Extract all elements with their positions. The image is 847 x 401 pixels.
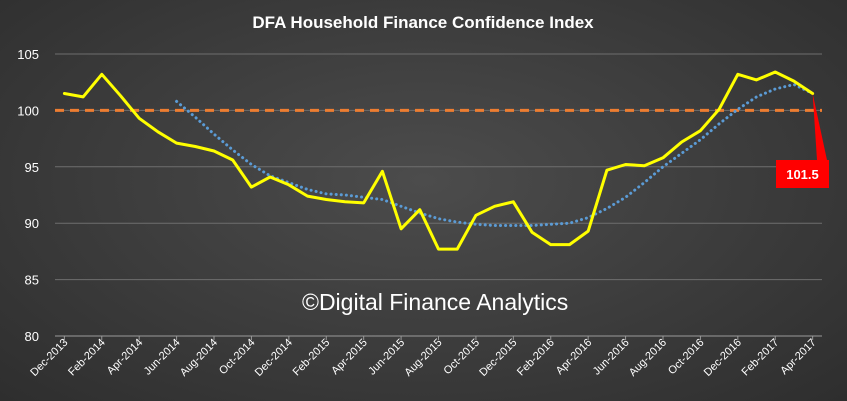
x-tick-label: Feb-2015 [291,337,333,379]
x-tick-label: Feb-2016 [515,337,557,379]
x-tick-label: Jun-2016 [591,337,632,378]
x-tick-label: Apr-2015 [329,337,369,377]
x-axis-ticks: Dec-2013Feb-2014Apr-2014Jun-2014Aug-2014… [28,336,819,379]
x-tick-label: Apr-2017 [778,337,818,377]
y-tick-label: 90 [25,216,39,231]
x-tick-label: Oct-2015 [442,337,482,377]
x-tick-label: Aug-2015 [402,337,444,379]
x-tick-label: Jun-2014 [142,337,183,378]
watermark: ©Digital Finance Analytics [302,289,568,315]
x-tick-label: Aug-2014 [178,337,220,379]
chart-title: DFA Household Finance Confidence Index [252,13,594,32]
x-tick-label: Apr-2016 [554,337,594,377]
x-tick-label: Oct-2014 [217,337,257,377]
series-line-dotted [175,83,815,227]
x-tick-label: Feb-2017 [740,337,782,379]
y-tick-label: 80 [25,329,39,344]
x-tick-label: Aug-2016 [627,337,669,379]
y-axis-ticks: 80 85 90 95 100 105 [17,47,39,344]
x-tick-label: Jun-2015 [366,337,407,378]
series-group [55,70,822,251]
x-tick-label: Oct-2016 [666,337,706,377]
y-tick-label: 95 [25,160,39,175]
y-tick-label: 105 [17,47,39,62]
x-tick-label: Dec-2015 [477,337,519,379]
x-tick-label: Dec-2016 [702,337,744,379]
callout-pointer [812,93,827,160]
x-tick-label: Dec-2014 [253,337,295,379]
y-tick-label: 100 [17,103,39,118]
x-tick-label: Feb-2014 [66,337,108,379]
y-tick-label: 85 [25,273,39,288]
x-tick-label: Apr-2014 [105,337,145,377]
callout-box [776,160,829,188]
value-callout: 101.5 [776,93,829,188]
callout-label: 101.5 [786,167,819,182]
series-line-solid [62,70,815,251]
